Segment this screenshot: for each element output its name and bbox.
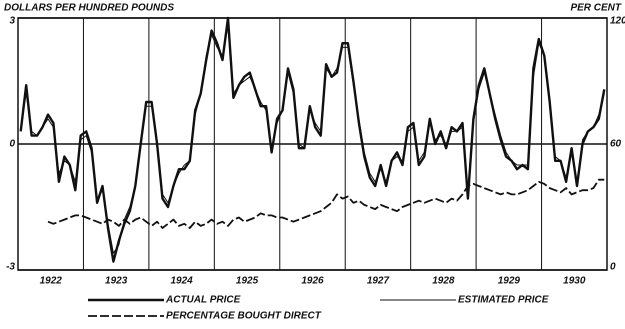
x-tick-label: 1924 (170, 276, 193, 287)
x-tick-label: 1925 (236, 276, 259, 287)
x-tick-label: 1927 (367, 276, 390, 287)
y-tick-label: 3 (9, 16, 15, 27)
legend-label: ACTUAL PRICE (165, 295, 241, 306)
y-axis-title: DOLLARS PER HUNDRED POUNDS (4, 3, 174, 14)
x-tick-label: 1930 (563, 276, 586, 287)
x-tick-label: 1923 (105, 276, 128, 287)
legend-label: ESTIMATED PRICE (458, 295, 549, 306)
y2-tick-label: 0 (610, 262, 616, 273)
x-tick-label: 1926 (301, 276, 324, 287)
x-tick-label: 1928 (432, 276, 455, 287)
series-line (47, 178, 605, 229)
series-line (20, 25, 605, 254)
y-tick-label: 0 (9, 139, 15, 150)
y2-tick-label: 120 (610, 16, 625, 27)
y2-axis-title: PER CENT (570, 3, 621, 14)
y2-tick-label: 60 (610, 139, 622, 150)
x-tick-label: 1922 (40, 276, 63, 287)
legend-label: PERCENTAGE BOUGHT DIRECT (166, 311, 322, 322)
y-tick-label: -3 (6, 262, 15, 273)
x-tick-label: 1929 (498, 276, 521, 287)
